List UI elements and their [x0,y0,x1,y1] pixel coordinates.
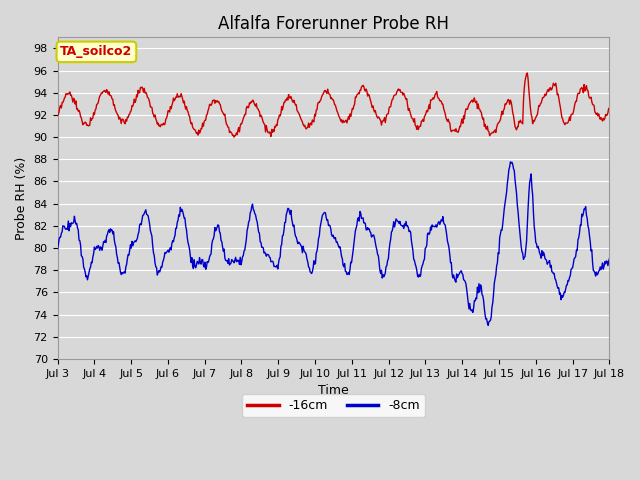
Legend: -16cm, -8cm: -16cm, -8cm [243,394,424,417]
Text: TA_soilco2: TA_soilco2 [60,46,132,59]
Title: Alfalfa Forerunner Probe RH: Alfalfa Forerunner Probe RH [218,15,449,33]
X-axis label: Time: Time [318,384,349,397]
Y-axis label: Probe RH (%): Probe RH (%) [15,156,28,240]
